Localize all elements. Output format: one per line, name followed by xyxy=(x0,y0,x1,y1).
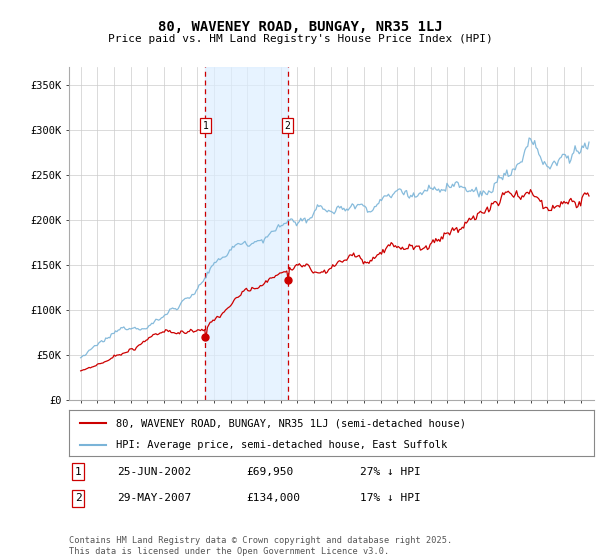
Text: £134,000: £134,000 xyxy=(246,493,300,503)
Text: Price paid vs. HM Land Registry's House Price Index (HPI): Price paid vs. HM Land Registry's House … xyxy=(107,34,493,44)
Text: 80, WAVENEY ROAD, BUNGAY, NR35 1LJ: 80, WAVENEY ROAD, BUNGAY, NR35 1LJ xyxy=(158,20,442,34)
Text: 17% ↓ HPI: 17% ↓ HPI xyxy=(360,493,421,503)
Text: 1: 1 xyxy=(202,121,208,130)
Text: 2: 2 xyxy=(74,493,82,503)
Text: 29-MAY-2007: 29-MAY-2007 xyxy=(117,493,191,503)
Text: 2: 2 xyxy=(284,121,290,130)
Text: HPI: Average price, semi-detached house, East Suffolk: HPI: Average price, semi-detached house,… xyxy=(116,440,448,450)
Text: 27% ↓ HPI: 27% ↓ HPI xyxy=(360,466,421,477)
Text: £69,950: £69,950 xyxy=(246,466,293,477)
Text: Contains HM Land Registry data © Crown copyright and database right 2025.
This d: Contains HM Land Registry data © Crown c… xyxy=(69,536,452,556)
Text: 1: 1 xyxy=(74,466,82,477)
Text: 80, WAVENEY ROAD, BUNGAY, NR35 1LJ (semi-detached house): 80, WAVENEY ROAD, BUNGAY, NR35 1LJ (semi… xyxy=(116,418,466,428)
Text: 25-JUN-2002: 25-JUN-2002 xyxy=(117,466,191,477)
Bar xyxy=(205,67,287,400)
